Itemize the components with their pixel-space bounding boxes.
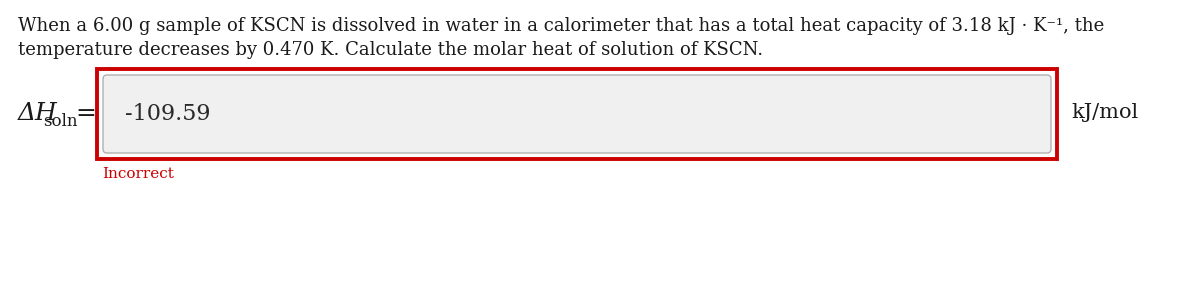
Text: Incorrect: Incorrect [102,167,173,181]
Text: When a 6.00 g sample of KSCN is dissolved in water in a calorimeter that has a t: When a 6.00 g sample of KSCN is dissolve… [18,17,1104,35]
FancyBboxPatch shape [103,75,1051,153]
Text: kJ/mol: kJ/mol [1070,103,1139,122]
Text: -109.59: -109.59 [126,103,210,125]
Text: ΔH: ΔH [18,102,57,125]
Bar [97,69,1057,159]
Text: soln: soln [43,114,78,130]
Text: =: = [75,102,96,125]
Text: temperature decreases by 0.470 K. Calculate the molar heat of solution of KSCN.: temperature decreases by 0.470 K. Calcul… [18,41,763,59]
